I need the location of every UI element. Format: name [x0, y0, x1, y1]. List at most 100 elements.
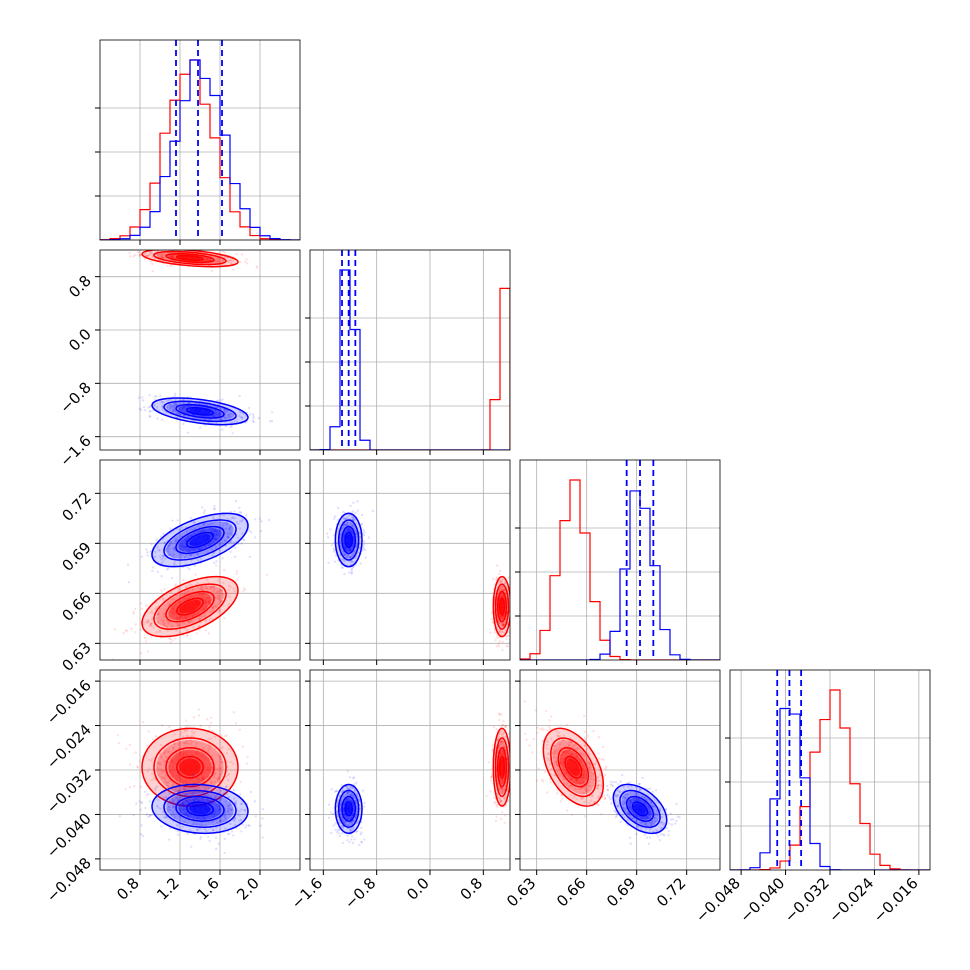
scatter-point — [160, 589, 163, 592]
scatter-point — [248, 824, 251, 828]
scatter-point — [208, 600, 211, 603]
scatter-point — [351, 546, 354, 549]
scatter-point — [223, 415, 226, 419]
scatter-point — [345, 524, 348, 527]
scatter-point — [503, 746, 507, 749]
scatter-point — [188, 797, 191, 801]
scatter-point — [157, 254, 161, 257]
scatter-point — [354, 529, 357, 532]
scatter-point — [161, 418, 164, 421]
scatter-point — [513, 597, 515, 599]
scatter-point — [353, 519, 356, 522]
scatter-point — [495, 815, 498, 818]
scatter-point — [164, 547, 168, 550]
scatter-point — [201, 816, 204, 820]
scatter-point — [166, 399, 169, 403]
scatter-point — [208, 618, 212, 621]
scatter-point — [167, 750, 171, 753]
scatter-point — [209, 795, 213, 798]
scatter-point — [175, 616, 179, 620]
scatter-point — [216, 797, 220, 801]
scatter-point — [208, 725, 211, 728]
scatter-point — [497, 745, 501, 748]
scatter-point — [500, 729, 503, 733]
scatter-point — [182, 753, 185, 756]
scatter-point — [204, 605, 208, 608]
scatter-point — [188, 752, 191, 755]
scatter-point — [184, 548, 187, 551]
scatter-point — [168, 779, 171, 782]
scatter-point — [553, 774, 556, 777]
scatter-point — [174, 402, 177, 406]
scatter-point — [206, 522, 209, 525]
scatter-point — [339, 545, 342, 548]
y-tick-label: −0.016 — [43, 676, 95, 728]
scatter-point — [183, 787, 186, 790]
scatter-point — [355, 802, 358, 805]
scatter-point — [187, 589, 191, 592]
scatter-point — [487, 761, 490, 764]
scatter-point — [172, 256, 175, 260]
scatter-point — [353, 788, 357, 792]
scatter-point — [499, 595, 502, 599]
scatter-point — [346, 528, 349, 531]
scatter-point — [183, 741, 186, 744]
scatter-point — [329, 811, 333, 814]
scatter-point — [182, 398, 185, 402]
scatter-point — [227, 527, 230, 530]
scatter-point — [182, 401, 186, 404]
scatter-point — [160, 575, 163, 578]
contour-blue — [334, 783, 363, 835]
scatter-point — [351, 566, 354, 569]
scatter-point — [198, 547, 201, 550]
scatter-point — [215, 809, 218, 812]
scatter-point — [208, 769, 211, 773]
scatter-point — [184, 540, 187, 543]
scatter-point — [503, 745, 506, 749]
scatter-point — [209, 721, 213, 725]
scatter-point — [335, 789, 338, 793]
scatter-point — [337, 506, 340, 510]
scatter-point — [570, 753, 573, 756]
scatter-point — [160, 771, 163, 775]
scatter-point — [196, 582, 199, 585]
scatter-point — [360, 522, 364, 526]
scatter-point — [501, 723, 504, 726]
scatter-point — [352, 812, 355, 815]
scatter-point — [166, 784, 169, 787]
scatter-point — [493, 796, 496, 799]
scatter-point — [158, 630, 162, 633]
scatter-point — [203, 529, 206, 532]
panel-content — [310, 250, 510, 450]
scatter-point — [132, 814, 135, 817]
scatter-point — [353, 838, 356, 841]
scatter-point — [346, 817, 350, 821]
scatter-point — [182, 804, 185, 807]
scatter-point — [174, 790, 177, 793]
panel-content — [310, 670, 510, 870]
y-tick-label: 0.8 — [65, 272, 95, 302]
scatter-point — [176, 833, 180, 836]
scatter-point — [204, 545, 207, 548]
contour-red — [494, 583, 510, 630]
scatter-point — [204, 258, 207, 261]
scatter-point — [173, 733, 176, 736]
scatter-point — [214, 411, 217, 415]
scatter-point — [185, 529, 188, 532]
scatter-point — [501, 724, 505, 727]
scatter-point — [353, 796, 356, 799]
scatter-point — [137, 251, 140, 254]
scatter-point — [168, 543, 171, 547]
scatter-point — [501, 640, 504, 643]
density-fill-blue — [189, 408, 211, 415]
scatter-point — [151, 609, 154, 613]
scatter-point — [125, 629, 129, 633]
scatter-point — [212, 551, 216, 555]
scatter-point — [499, 797, 502, 800]
scatter-point — [163, 751, 166, 754]
scatter-point — [502, 797, 505, 800]
scatter-point — [201, 824, 204, 827]
scatter-point — [343, 545, 347, 549]
scatter-point — [352, 536, 355, 539]
scatter-point — [202, 592, 205, 595]
